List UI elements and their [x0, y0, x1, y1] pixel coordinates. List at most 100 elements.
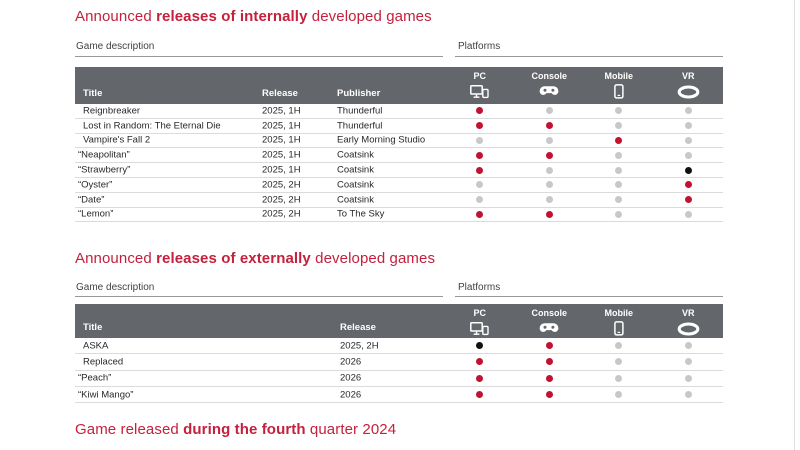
- pc-availability-dot: [476, 342, 484, 350]
- publisher-cell: Early Morning Studio: [337, 134, 426, 146]
- console-availability-dot: [545, 166, 553, 174]
- mobile-availability-dot: [615, 358, 623, 366]
- pc-dot-cell: [445, 354, 515, 369]
- mobile-dot-cell: [584, 208, 654, 222]
- table-row: Reignbreaker 2025, 1H Thunderful: [75, 104, 723, 119]
- pc-dot-cell: [445, 119, 515, 133]
- mobile-availability-dot: [615, 166, 623, 174]
- pc-availability-dot: [476, 122, 484, 130]
- platform-columns: PC Console Mobile VR: [445, 67, 723, 104]
- pc-availability-dot: [476, 391, 484, 399]
- internal-table-header: Title Release Publisher PC Console Mobil…: [75, 67, 723, 104]
- mobile-icon: [613, 320, 624, 337]
- column-header-release: Release: [262, 88, 298, 99]
- game-title-cell: “Strawberry”: [78, 164, 131, 176]
- mobile-availability-dot: [615, 210, 623, 218]
- vr-dot-cell: [654, 193, 724, 207]
- vr-availability-dot: [684, 374, 692, 382]
- console-dot-cell: [515, 178, 585, 192]
- external-games-rows: ASKA 2025, 2H Replaced 2026 “Peach” 2026 “Kiwi…: [75, 338, 724, 404]
- vr-dot-cell: [654, 371, 724, 386]
- release-cell: 2026: [340, 356, 362, 368]
- pc-dot-cell: [445, 338, 515, 353]
- pc-icon: [470, 320, 489, 337]
- mobile-dot-cell: [584, 119, 654, 133]
- platform-label: Console: [531, 71, 567, 81]
- mobile-dot-cell: [584, 163, 654, 177]
- platform-column-mobile: Mobile: [584, 304, 654, 338]
- vr-dot-cell: [654, 119, 724, 133]
- platform-dots: [445, 163, 723, 177]
- mobile-dot-cell: [584, 387, 654, 402]
- column-header-title: Title: [83, 322, 103, 333]
- column-header-title: Title: [83, 88, 103, 99]
- vr-availability-dot: [684, 391, 692, 399]
- console-availability-dot: [545, 210, 553, 218]
- publisher-cell: Coatsink: [337, 194, 374, 206]
- title-text: quarter 2024: [305, 421, 397, 438]
- platform-dots: [445, 119, 723, 133]
- release-cell: 2026: [340, 389, 362, 401]
- table-row: “Neapolitan” 2025, 1H Coatsink: [75, 148, 723, 164]
- mobile-dot-cell: [584, 193, 654, 207]
- game-title-cell: “Lemon”: [78, 208, 114, 220]
- publisher-cell: Coatsink: [337, 179, 374, 191]
- vr-dot-cell: [654, 148, 724, 162]
- game-title-cell: Reignbreaker: [83, 105, 141, 117]
- title-text: developed games: [310, 250, 436, 267]
- mobile-availability-dot: [615, 374, 623, 382]
- game-title-cell: “Oyster”: [78, 179, 113, 191]
- pc-dot-cell: [445, 371, 515, 386]
- platform-column-pc: PC: [445, 67, 515, 104]
- table-row: “Lemon” 2025, 2H To The Sky: [75, 208, 723, 223]
- pc-dot-cell: [445, 193, 515, 207]
- platform-column-vr: VR: [654, 67, 724, 104]
- column-header-release: Release: [340, 322, 376, 333]
- platform-dots: [445, 134, 723, 148]
- pc-dot-cell: [445, 208, 515, 222]
- column-header-publisher: Publisher: [337, 88, 381, 99]
- vr-dot-cell: [654, 338, 724, 353]
- game-title-cell: “Peach”: [78, 372, 112, 384]
- mobile-dot-cell: [584, 148, 654, 162]
- vr-availability-dot: [684, 358, 692, 366]
- platform-dots: [445, 338, 723, 353]
- page-edge-line: [794, 0, 795, 450]
- mobile-dot-cell: [584, 338, 654, 353]
- mobile-availability-dot: [615, 107, 623, 115]
- title-text: developed games: [307, 8, 432, 25]
- pc-icon: [470, 83, 489, 100]
- pc-dot-cell: [445, 178, 515, 192]
- release-cell: 2025, 1H: [262, 120, 301, 132]
- title-text: Game released: [75, 421, 184, 438]
- platform-dots: [445, 387, 723, 402]
- console-dot-cell: [515, 208, 585, 222]
- platform-dots: [445, 104, 723, 118]
- console-dot-cell: [515, 163, 585, 177]
- game-title-cell: ASKA: [83, 340, 109, 352]
- table-row: ASKA 2025, 2H: [75, 338, 723, 355]
- vr-dot-cell: [654, 104, 724, 118]
- vr-availability-dot: [684, 210, 692, 218]
- vr-dot-cell: [654, 387, 724, 402]
- mobile-icon: [613, 83, 624, 100]
- console-dot-cell: [515, 338, 585, 353]
- mobile-availability-dot: [615, 136, 623, 144]
- platforms-label: Platforms: [458, 282, 501, 293]
- pc-availability-dot: [476, 136, 484, 144]
- console-dot-cell: [515, 387, 585, 402]
- vr-availability-dot: [684, 151, 692, 159]
- game-title-cell: Vampire's Fall 2: [83, 134, 151, 146]
- mobile-availability-dot: [615, 181, 623, 189]
- title-text: Announced: [75, 250, 157, 267]
- platform-dots: [445, 148, 723, 162]
- table-row: “Oyster” 2025, 2H Coatsink: [75, 178, 723, 193]
- platforms-rule: [455, 56, 723, 57]
- console-dot-cell: [515, 134, 585, 148]
- pc-availability-dot: [476, 166, 484, 174]
- publisher-cell: Thunderful: [337, 120, 383, 132]
- external-section-title: Announced releases of externally develop…: [75, 250, 435, 267]
- internal-section-title: Announced releases of internally develop…: [75, 8, 432, 25]
- platform-label: PC: [473, 71, 486, 81]
